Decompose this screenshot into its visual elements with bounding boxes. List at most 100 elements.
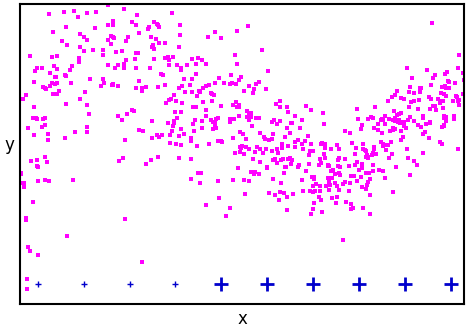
Point <box>370 147 378 152</box>
Point <box>242 191 249 196</box>
Point <box>51 82 59 87</box>
Point <box>187 138 195 143</box>
Point <box>214 178 222 184</box>
Point <box>31 68 39 74</box>
Point <box>166 62 173 67</box>
Point <box>389 127 397 133</box>
Point <box>253 144 260 149</box>
Point <box>359 141 366 147</box>
Point <box>322 155 329 160</box>
Point <box>388 95 395 100</box>
Point <box>397 137 405 142</box>
Point <box>132 22 140 28</box>
Point <box>419 132 427 137</box>
Point <box>170 92 178 98</box>
Point <box>42 87 50 92</box>
Point <box>17 170 25 176</box>
Point <box>200 86 207 91</box>
Point <box>232 82 240 87</box>
Point <box>192 71 200 77</box>
Point <box>92 10 100 15</box>
Point <box>154 22 162 28</box>
Point <box>324 163 332 168</box>
Point <box>171 119 178 124</box>
Point <box>450 113 457 118</box>
Point <box>110 83 117 88</box>
Point <box>261 134 268 139</box>
Point <box>332 201 339 206</box>
Point <box>339 181 347 186</box>
Point <box>110 35 117 41</box>
Point <box>34 252 41 257</box>
Point <box>368 153 375 158</box>
Point <box>380 144 387 149</box>
Point <box>150 56 158 62</box>
Point <box>235 104 242 109</box>
Point <box>252 115 260 121</box>
Point <box>317 160 324 165</box>
Point <box>311 175 318 180</box>
Point <box>105 22 112 28</box>
Point <box>72 129 79 134</box>
Point <box>181 89 189 94</box>
Point <box>189 76 196 81</box>
Point <box>43 159 51 165</box>
Point <box>325 164 332 169</box>
Point <box>406 114 414 120</box>
Point <box>62 102 69 107</box>
Point <box>317 184 324 189</box>
Point <box>208 91 215 96</box>
Point <box>235 102 243 108</box>
Point <box>395 117 403 122</box>
Point <box>284 125 291 131</box>
Point <box>442 94 450 99</box>
Point <box>194 170 202 175</box>
Point <box>369 163 377 168</box>
Point <box>155 135 163 140</box>
Point <box>256 160 263 165</box>
Point <box>176 23 184 28</box>
Point <box>272 102 279 107</box>
Point <box>427 96 435 101</box>
Point <box>279 156 287 161</box>
Point <box>355 168 363 173</box>
Point <box>202 202 210 207</box>
Point <box>30 105 37 110</box>
Point <box>358 166 366 171</box>
Point <box>335 188 343 193</box>
Point <box>131 57 139 62</box>
Point <box>417 86 424 91</box>
Point <box>237 145 245 151</box>
Point <box>89 47 97 53</box>
Point <box>216 196 223 201</box>
Point <box>252 81 259 87</box>
Point <box>455 53 462 58</box>
Point <box>214 116 221 121</box>
Point <box>61 135 69 141</box>
Point <box>443 85 450 90</box>
Point <box>460 77 468 83</box>
Point <box>49 80 56 85</box>
Point <box>133 12 141 17</box>
Point <box>343 199 350 204</box>
Point <box>401 97 408 102</box>
Point <box>243 144 250 150</box>
Point <box>306 189 314 194</box>
Point <box>331 172 339 177</box>
Point <box>345 164 353 169</box>
Point <box>83 129 91 134</box>
Point <box>39 116 46 122</box>
Point <box>229 177 237 183</box>
Point <box>346 130 354 136</box>
Point <box>451 81 459 86</box>
Point <box>342 157 349 162</box>
Point <box>70 9 78 14</box>
Point <box>237 74 245 79</box>
Point <box>248 115 255 120</box>
Point <box>327 146 335 152</box>
Point <box>335 170 343 176</box>
Point <box>275 197 283 203</box>
Point <box>212 125 219 131</box>
Point <box>176 33 184 38</box>
Point <box>410 119 418 124</box>
